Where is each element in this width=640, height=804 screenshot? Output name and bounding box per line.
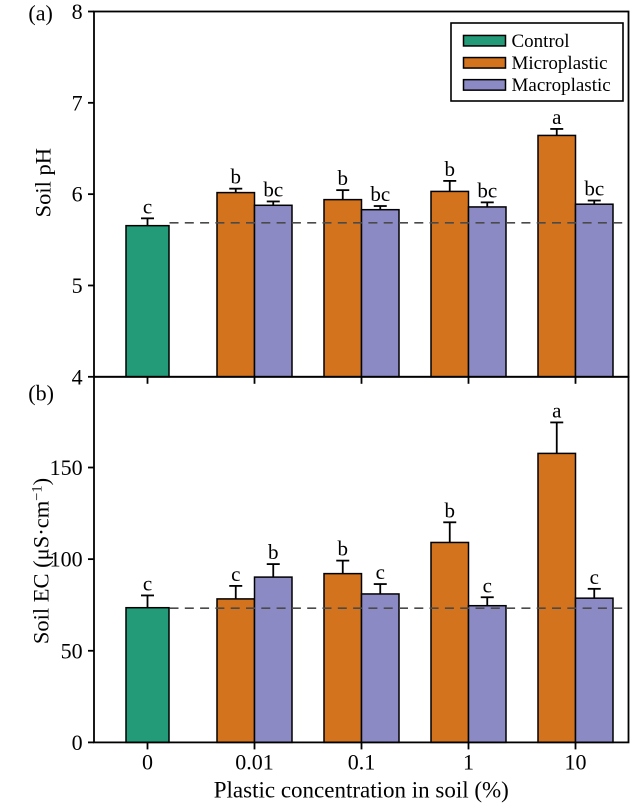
svg-text:b: b [231,165,242,189]
svg-text:c: c [483,573,492,597]
svg-text:c: c [376,560,385,584]
svg-text:b: b [338,537,349,561]
svg-text:bc: bc [370,182,390,206]
svg-text:1: 1 [463,750,474,775]
svg-text:a: a [552,398,562,422]
svg-text:a: a [552,105,562,129]
svg-text:100: 100 [50,547,83,572]
svg-text:b: b [338,166,349,190]
svg-text:6: 6 [72,182,83,207]
svg-text:bc: bc [584,177,604,201]
svg-text:bc: bc [477,178,497,202]
svg-text:Microplastic: Microplastic [512,53,608,74]
svg-text:7: 7 [72,90,83,115]
svg-text:10: 10 [565,750,587,775]
svg-text:0.1: 0.1 [348,750,376,775]
svg-text:50: 50 [61,638,83,663]
svg-text:(a): (a) [28,1,52,26]
svg-text:Soil EC (μS·cm−1): Soil EC (μS·cm−1) [29,478,54,644]
svg-text:b: b [445,498,456,522]
svg-text:(b): (b) [28,381,54,406]
svg-text:c: c [143,194,152,218]
svg-text:b: b [268,540,279,564]
svg-text:0: 0 [142,750,153,775]
svg-text:4: 4 [72,364,83,389]
svg-text:Soil pH: Soil pH [31,148,56,217]
svg-text:0.01: 0.01 [235,750,274,775]
svg-text:5: 5 [72,273,83,298]
svg-text:c: c [231,562,240,586]
svg-text:b: b [445,157,456,181]
svg-text:Macroplastic: Macroplastic [512,75,611,96]
svg-text:150: 150 [50,455,83,480]
svg-text:bc: bc [263,177,283,201]
svg-text:c: c [590,565,599,589]
svg-text:c: c [143,571,152,595]
svg-text:8: 8 [72,0,83,24]
svg-text:0: 0 [72,730,83,755]
svg-text:Control: Control [512,31,570,52]
svg-text:Plastic concentration in soil: Plastic concentration in soil (%) [214,778,509,803]
